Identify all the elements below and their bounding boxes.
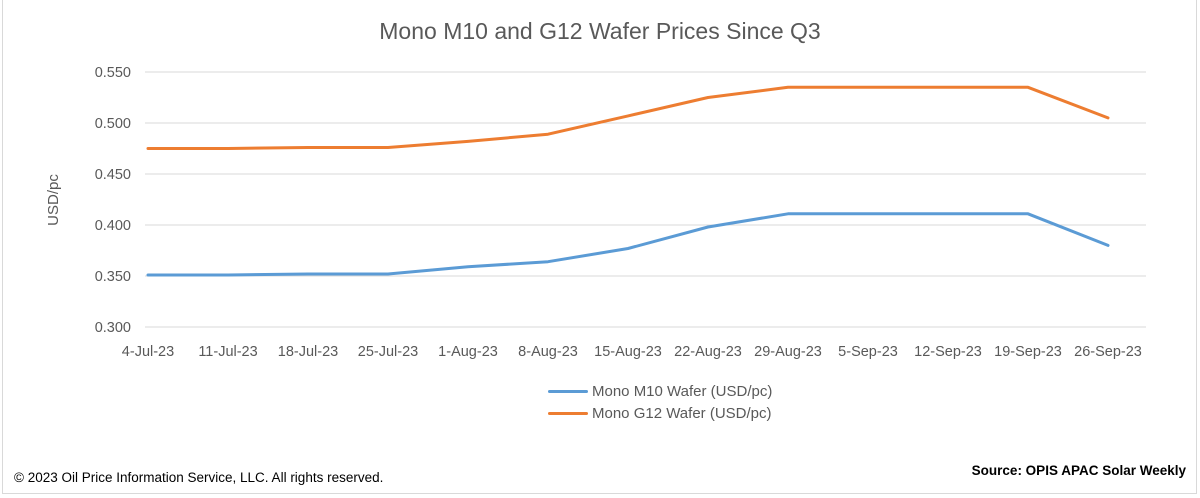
series-lines <box>146 85 1110 277</box>
y-tick-label: 0.550 <box>95 65 131 81</box>
source-note: Source: OPIS APAC Solar Weekly <box>971 463 1186 478</box>
y-axis-ticks: 0.300 0.350 0.400 0.450 0.500 0.550 <box>95 65 131 336</box>
x-tick-label: 26-Sep-23 <box>1074 344 1142 360</box>
x-tick-label: 5-Sep-23 <box>838 344 898 360</box>
y-tick-label: 0.450 <box>95 167 131 183</box>
legend-item-g12: Mono G12 Wafer (USD/pc) <box>548 402 772 424</box>
legend-label-m10: Mono M10 Wafer (USD/pc) <box>592 382 773 400</box>
x-axis-ticks: 4-Jul-23 11-Jul-23 18-Jul-23 25-Jul-23 1-Aug… <box>122 344 1142 360</box>
x-tick-label: 8-Aug-23 <box>518 344 578 360</box>
x-tick-label: 12-Sep-23 <box>914 344 982 360</box>
legend: Mono M10 Wafer (USD/pc) Mono G12 Wafer (… <box>548 380 772 424</box>
y-tick-label: 0.300 <box>95 320 131 336</box>
y-axis-title: USD/pc <box>45 174 62 226</box>
series-line-g12 <box>146 85 1110 150</box>
y-tick-label: 0.500 <box>95 116 131 132</box>
legend-swatch-g12 <box>548 411 588 415</box>
legend-item-m10: Mono M10 Wafer (USD/pc) <box>548 380 772 402</box>
gridlines <box>145 71 1146 328</box>
x-tick-label: 15-Aug-23 <box>594 344 662 360</box>
x-tick-label: 1-Aug-23 <box>438 344 498 360</box>
legend-label-g12: Mono G12 Wafer (USD/pc) <box>592 404 772 422</box>
y-tick-label: 0.400 <box>95 218 131 234</box>
legend-swatch-m10 <box>548 389 588 393</box>
x-tick-label: 25-Jul-23 <box>358 344 418 360</box>
x-tick-label: 18-Jul-23 <box>278 344 338 360</box>
series-line-m10 <box>146 212 1110 277</box>
copyright-notice: © 2023 Oil Price Information Service, LL… <box>14 470 384 485</box>
x-tick-label: 22-Aug-23 <box>674 344 742 360</box>
x-tick-label: 4-Jul-23 <box>122 344 174 360</box>
chart-title: Mono M10 and G12 Wafer Prices Since Q3 <box>379 18 821 44</box>
x-tick-label: 11-Jul-23 <box>198 344 257 360</box>
x-tick-label: 29-Aug-23 <box>754 344 822 360</box>
x-tick-label: 19-Sep-23 <box>994 344 1062 360</box>
y-tick-label: 0.350 <box>95 269 131 285</box>
